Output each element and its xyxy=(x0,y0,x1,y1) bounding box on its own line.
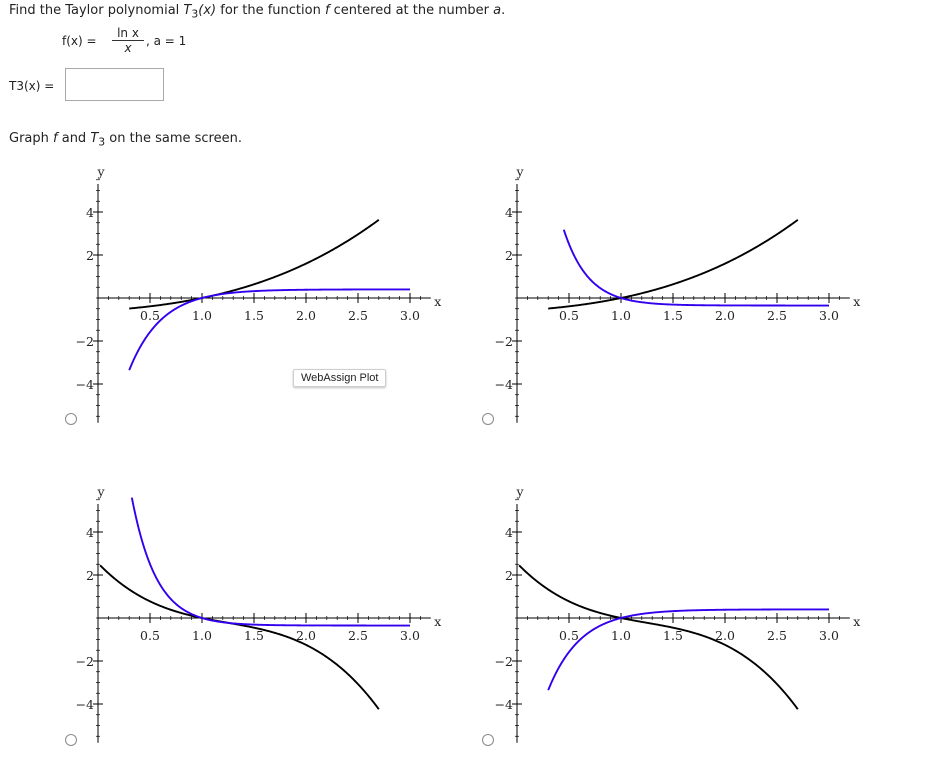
x-tick-label: 2.0 xyxy=(296,308,316,323)
y-tick-label: −2 xyxy=(495,334,513,349)
question-text: Find the Taylor polynomial T3(x) for the… xyxy=(9,3,506,21)
black-curve xyxy=(129,219,380,310)
y-axis-label: y xyxy=(96,164,105,179)
x-tick-label: 1.5 xyxy=(663,308,683,323)
y-tick-label: 2 xyxy=(86,568,94,583)
x-tick-label: 2.0 xyxy=(715,308,735,323)
radio-option-b[interactable] xyxy=(482,413,494,425)
black-curve xyxy=(548,219,799,310)
x-tick-label: 2.0 xyxy=(715,628,735,643)
x-tick-label: 1.0 xyxy=(611,308,631,323)
x-tick-label: 2.5 xyxy=(348,628,368,643)
graph-prompt: Graph f and T3 on the same screen. xyxy=(9,131,242,149)
radio-option-d[interactable] xyxy=(482,734,494,746)
x-axis-label: x xyxy=(434,614,441,629)
blue-curve xyxy=(130,497,410,627)
x-tick-label: 3.0 xyxy=(400,628,420,643)
x-tick-label: 1.5 xyxy=(244,628,264,643)
blue-curve xyxy=(547,608,829,691)
center-value: , a = 1 xyxy=(146,34,187,48)
y-tick-label: 2 xyxy=(505,248,513,263)
answer-input[interactable] xyxy=(65,68,164,101)
fraction-numerator: ln x xyxy=(112,26,144,41)
y-axis-label: y xyxy=(96,484,105,499)
y-tick-label: −4 xyxy=(495,377,513,392)
x-tick-label: 1.0 xyxy=(192,308,212,323)
formula-fraction: ln x x xyxy=(112,26,144,55)
x-axis-label: x xyxy=(853,294,860,309)
black-curve xyxy=(518,564,799,710)
formula-lhs: f(x) = xyxy=(62,34,97,48)
x-tick-label: 2.0 xyxy=(296,628,316,643)
x-tick-label: 0.5 xyxy=(140,308,160,323)
x-tick-label: 1.0 xyxy=(192,628,212,643)
y-tick-label: −4 xyxy=(76,697,94,712)
y-tick-label: 4 xyxy=(505,525,513,540)
y-tick-label: −2 xyxy=(495,654,513,669)
radio-option-c[interactable] xyxy=(65,734,77,746)
radio-option-a[interactable] xyxy=(65,413,77,425)
x-tick-label: 1.0 xyxy=(611,628,631,643)
blue-curve xyxy=(128,288,410,371)
y-tick-label: 2 xyxy=(86,248,94,263)
y-tick-label: 4 xyxy=(86,525,94,540)
x-axis-label: x xyxy=(853,614,860,629)
black-curve xyxy=(99,564,380,710)
x-tick-label: 0.5 xyxy=(140,628,160,643)
x-tick-label: 3.0 xyxy=(400,308,420,323)
x-axis-label: x xyxy=(434,294,441,309)
blue-curve xyxy=(562,229,829,307)
webassign-plot-badge[interactable]: WebAssign Plot xyxy=(293,369,387,387)
x-tick-label: 2.5 xyxy=(767,628,787,643)
y-tick-label: −2 xyxy=(76,654,94,669)
y-tick-label: −4 xyxy=(76,377,94,392)
y-tick-label: −2 xyxy=(76,334,94,349)
x-tick-label: 2.5 xyxy=(767,308,787,323)
plot-option-d: 0.5 1.0 1.5 2.0 2.5 3.0 4 2 −2 −4 x y xyxy=(495,484,860,743)
x-tick-label: 0.5 xyxy=(559,628,579,643)
x-tick-label: 1.5 xyxy=(244,308,264,323)
y-tick-label: 4 xyxy=(505,205,513,220)
plot-option-a: 0.5 1.0 1.5 2.0 2.5 3.0 4 2 −2 −4 x y xyxy=(76,164,441,423)
x-tick-label: 2.5 xyxy=(348,308,368,323)
y-axis-label: y xyxy=(515,484,524,499)
y-tick-label: −4 xyxy=(495,697,513,712)
y-tick-label: 4 xyxy=(86,205,94,220)
plot-option-c: 0.5 1.0 1.5 2.0 2.5 3.0 4 2 −2 −4 x y xyxy=(76,484,441,743)
x-tick-label: 1.5 xyxy=(663,628,683,643)
answer-label: T3(x) = xyxy=(9,79,55,93)
plot-option-b: 0.5 1.0 1.5 2.0 2.5 3.0 4 2 −2 −4 x y xyxy=(495,164,860,423)
x-tick-label: 0.5 xyxy=(559,308,579,323)
x-tick-label: 3.0 xyxy=(819,308,839,323)
y-axis-label: y xyxy=(515,164,524,179)
y-tick-label: 2 xyxy=(505,568,513,583)
x-tick-label: 3.0 xyxy=(819,628,839,643)
fraction-denominator: x xyxy=(124,41,132,55)
